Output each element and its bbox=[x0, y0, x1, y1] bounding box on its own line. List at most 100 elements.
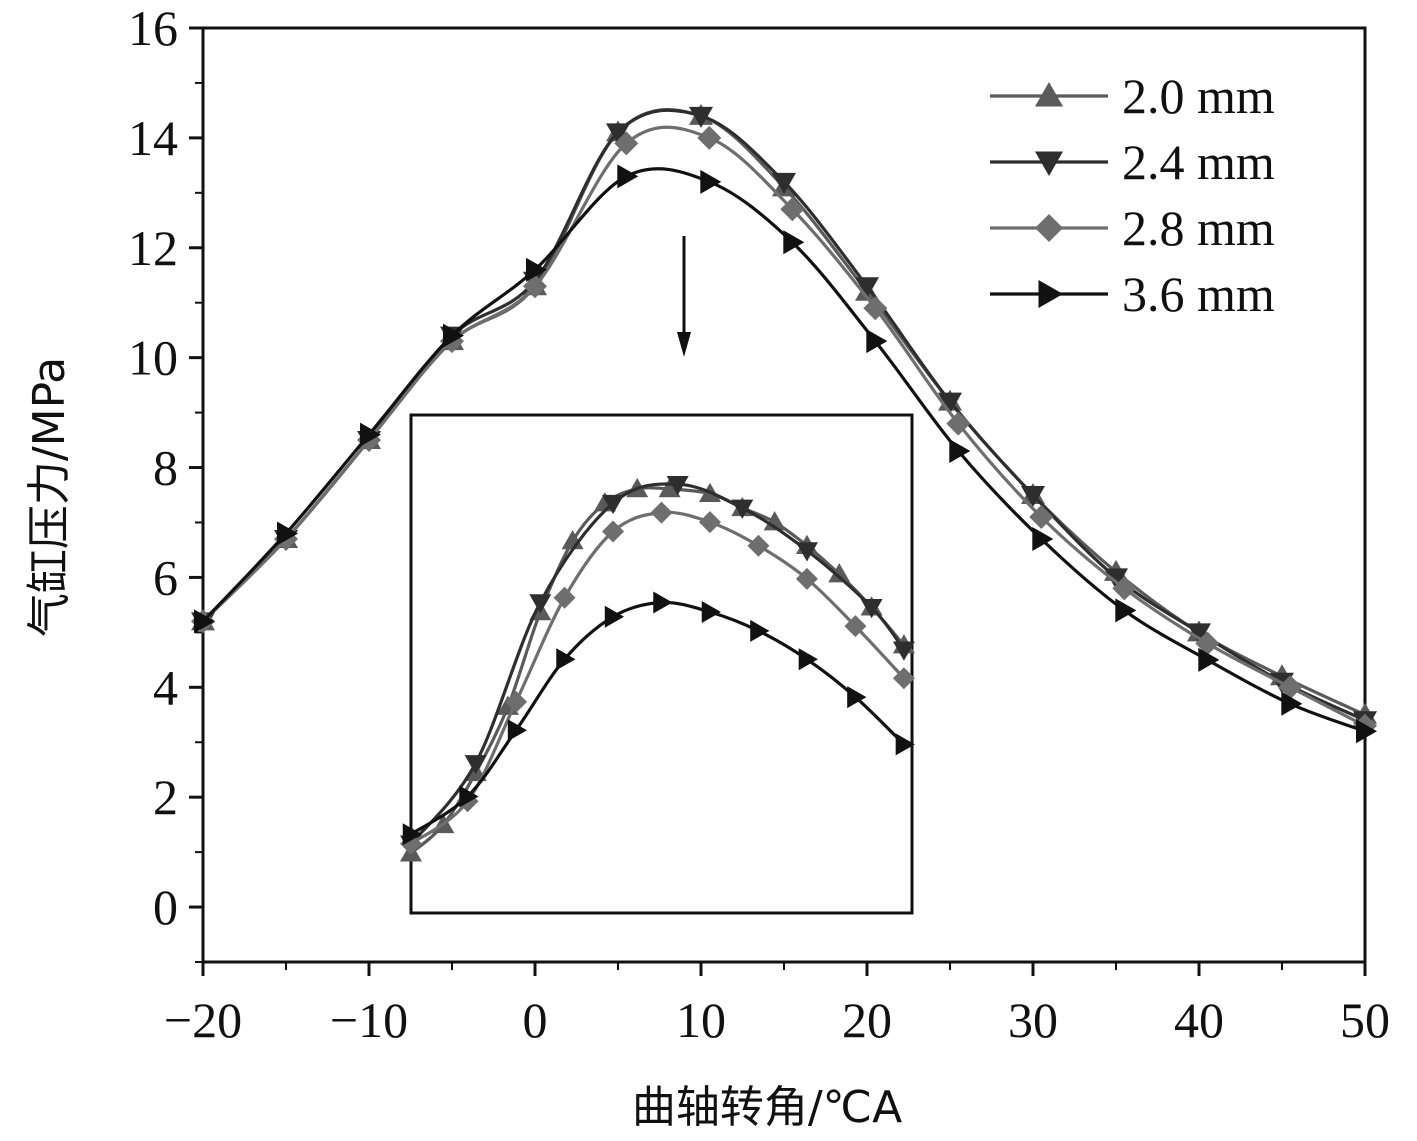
inset-line-triangle-down bbox=[409, 482, 906, 845]
inset-point-triangle-down bbox=[666, 475, 689, 496]
main-point-triangle-right bbox=[194, 609, 215, 634]
x-axis-label: 曲轴转角/℃A bbox=[632, 1082, 902, 1133]
main-point-triangle-right bbox=[949, 439, 971, 464]
main-point-diamond bbox=[523, 274, 547, 299]
inset-point-triangle-right bbox=[653, 591, 673, 614]
x-tick-label: −10 bbox=[330, 992, 408, 1048]
main-point-triangle-right bbox=[526, 257, 547, 282]
inset-point-diamond bbox=[602, 520, 625, 543]
main-point-triangle-right bbox=[700, 169, 722, 194]
main-point-triangle-down bbox=[1104, 568, 1128, 590]
inset-point-diamond bbox=[650, 501, 673, 524]
inset-series-diamond bbox=[400, 501, 915, 855]
y-tick-label: 6 bbox=[153, 549, 178, 605]
y-tick-label: 10 bbox=[128, 330, 178, 386]
y-tick-label: 12 bbox=[128, 220, 178, 276]
legend-label: 2.0 mm bbox=[1122, 68, 1275, 124]
main-point-triangle-down bbox=[606, 123, 630, 145]
y-tick-label: 0 bbox=[153, 879, 178, 935]
inset-point-triangle-down bbox=[529, 594, 552, 614]
main-point-triangle-right bbox=[783, 230, 805, 255]
main-point-triangle-down bbox=[1187, 623, 1211, 645]
inset-point-diamond bbox=[747, 534, 770, 557]
y-tick-label: 14 bbox=[128, 110, 178, 166]
inset-series-group bbox=[400, 475, 915, 862]
inset-point-triangle-right bbox=[701, 600, 721, 623]
inset-series-triangle-up bbox=[400, 477, 915, 862]
legend-marker-triangle-right bbox=[1038, 280, 1063, 308]
legend-label: 3.6 mm bbox=[1122, 266, 1275, 322]
main-point-diamond bbox=[1029, 504, 1054, 529]
inset-point-diamond bbox=[698, 511, 721, 534]
main-point-triangle-right bbox=[1356, 719, 1377, 744]
legend-item: 2.8 mm bbox=[990, 200, 1275, 256]
legend-label: 2.8 mm bbox=[1122, 200, 1275, 256]
inset-point-triangle-right bbox=[459, 785, 479, 808]
main-point-triangle-down bbox=[772, 172, 796, 194]
inset-point-triangle-down bbox=[464, 755, 487, 775]
inset-point-diamond bbox=[844, 615, 867, 638]
main-point-diamond bbox=[1278, 675, 1303, 700]
inset-frame bbox=[409, 413, 914, 915]
inset-point-diamond bbox=[892, 667, 915, 690]
main-point-diamond bbox=[697, 125, 722, 150]
inset-point-triangle-down bbox=[602, 494, 625, 515]
inset-point-triangle-up bbox=[658, 477, 681, 498]
inset-point-triangle-down bbox=[860, 598, 883, 619]
axis-ticks: −20 −10 0 10 20 30 40 50 0 2 4 6 8 10 12 14 16 bbox=[128, 0, 1390, 1048]
inset-point-triangle-right bbox=[895, 733, 915, 756]
main-point-diamond bbox=[946, 411, 971, 436]
main-point-triangle-down bbox=[938, 392, 962, 414]
x-tick-label: 40 bbox=[1174, 992, 1224, 1048]
legend-item: 3.6 mm bbox=[990, 266, 1275, 322]
x-tick-label: 50 bbox=[1340, 992, 1390, 1048]
inset-line-triangle-right bbox=[410, 600, 906, 836]
y-tick-label: 2 bbox=[153, 769, 178, 825]
inset-point-triangle-down bbox=[795, 542, 818, 562]
main-point-triangle-right bbox=[277, 521, 298, 546]
inset-line-diamond bbox=[410, 510, 906, 846]
main-series-group bbox=[191, 103, 1377, 744]
inset-point-triangle-right bbox=[556, 648, 576, 671]
y-tick-label: 4 bbox=[153, 659, 178, 715]
x-tick-label: 20 bbox=[842, 992, 892, 1048]
inset-point-triangle-right bbox=[750, 619, 770, 642]
main-point-triangle-right bbox=[360, 422, 381, 447]
main-series-triangle-right bbox=[194, 164, 1377, 744]
main-point-diamond bbox=[1195, 631, 1220, 656]
legend-item: 2.4 mm bbox=[990, 134, 1275, 190]
main-point-diamond bbox=[614, 131, 639, 156]
legend: 2.0 mm 2.4 mm 2.8 mm 3.6 mm bbox=[990, 68, 1275, 322]
y-tick-label: 8 bbox=[153, 440, 178, 496]
main-point-triangle-right bbox=[1281, 691, 1303, 716]
inset-point-triangle-right bbox=[847, 686, 867, 709]
inset-point-triangle-right bbox=[402, 823, 422, 846]
main-point-triangle-right bbox=[1198, 647, 1220, 672]
inset-point-triangle-right bbox=[604, 605, 625, 628]
main-point-triangle-right bbox=[866, 329, 888, 354]
inset-point-triangle-up bbox=[828, 563, 851, 583]
legend-marker-triangle-down bbox=[1035, 151, 1063, 176]
x-tick-label: 10 bbox=[676, 992, 726, 1048]
main-point-triangle-right bbox=[443, 323, 464, 348]
main-point-triangle-right bbox=[1032, 526, 1054, 551]
inset-point-triangle-down bbox=[892, 641, 915, 661]
arrow-indicator bbox=[677, 236, 691, 357]
inset-point-triangle-down bbox=[731, 499, 754, 519]
main-point-diamond bbox=[1112, 576, 1137, 601]
main-point-triangle-down bbox=[1021, 486, 1045, 507]
main-point-triangle-down bbox=[689, 106, 713, 128]
inset-point-triangle-up bbox=[763, 511, 786, 531]
main-point-triangle-right bbox=[617, 164, 639, 189]
main-point-triangle-down bbox=[855, 277, 879, 299]
inset-point-triangle-right bbox=[798, 648, 818, 671]
legend-item: 2.0 mm bbox=[990, 68, 1275, 124]
inset-point-diamond bbox=[795, 567, 818, 590]
x-tick-label: 0 bbox=[523, 992, 548, 1048]
y-tick-label: 16 bbox=[128, 0, 178, 56]
legend-marker-diamond bbox=[1035, 214, 1063, 242]
x-tick-label: −20 bbox=[164, 992, 242, 1048]
inset-point-diamond bbox=[553, 586, 576, 609]
legend-marker-triangle-up bbox=[1035, 82, 1063, 107]
